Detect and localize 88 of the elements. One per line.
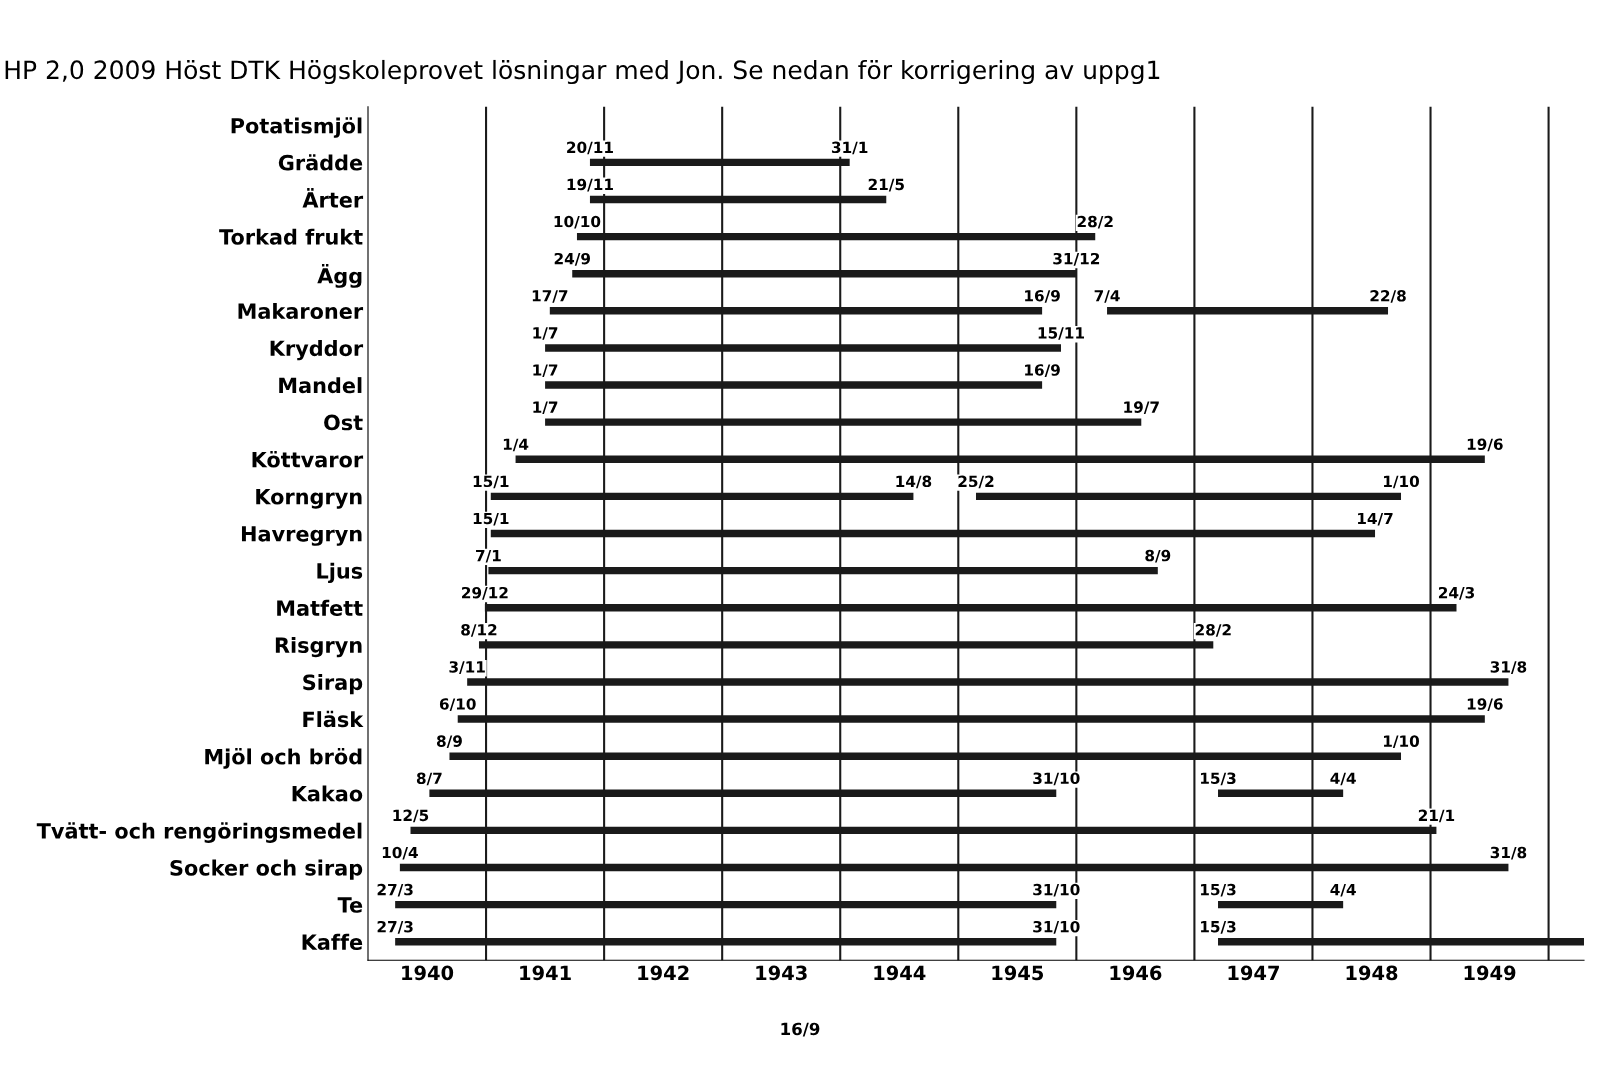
annotation: 15/11: [1038, 327, 1084, 340]
annotation: 1/4: [503, 438, 529, 452]
annotation: 1/10: [1384, 735, 1420, 749]
annotation: 12/5: [393, 809, 429, 823]
annotation: 14/8: [896, 475, 932, 489]
annotation: 20/11: [567, 141, 613, 155]
y-tick-label: Ost: [324, 414, 363, 431]
annotation: 8/9: [436, 735, 462, 749]
annotation: 21/5: [868, 178, 904, 192]
x-tick-label: 1941: [520, 965, 571, 981]
x-tick-label: 1946: [1110, 965, 1162, 981]
x-tick-label: 1945: [992, 965, 1044, 981]
x-tick-label: 1944: [874, 965, 926, 981]
annotation: 24/3: [1438, 586, 1475, 600]
annotation: 19/6: [1467, 438, 1503, 452]
annotation: 31/10: [1033, 883, 1080, 897]
y-tick-label: Potatismjöl: [231, 117, 362, 138]
annotation: 27/3: [377, 920, 413, 934]
annotation: 28/2: [1077, 215, 1113, 229]
y-tick-label: Mandel: [279, 377, 362, 394]
annotation: 4/4: [1330, 884, 1356, 897]
annotation: 28/2: [1195, 624, 1231, 637]
x-tick-label: 1940: [402, 965, 454, 981]
annotation: 1/7: [533, 364, 558, 377]
annotation: 25/2: [958, 475, 994, 489]
annotation: 15/1: [473, 512, 509, 526]
y-tick-label: Korngryn: [256, 489, 362, 509]
annotation: 10/10: [554, 215, 601, 229]
annotation: 14/7: [1358, 512, 1393, 526]
y-tick-label: Sirap: [303, 674, 363, 695]
x-tick-label: 1949: [1464, 965, 1516, 981]
annotation: 1/7: [533, 401, 558, 415]
annotation: 31/10: [1033, 920, 1080, 934]
annotation: 31/12: [1053, 252, 1100, 266]
annotation: 6/10: [439, 698, 476, 711]
y-tick-label: Havregryn: [241, 526, 362, 546]
annotation: 21/1: [1418, 809, 1455, 823]
annotation: 3/11: [449, 661, 485, 674]
annotation: 15/3: [1201, 920, 1236, 934]
annotation: 1/10: [1384, 475, 1420, 489]
annotation: 22/8: [1370, 290, 1406, 303]
annotation: 24/9: [554, 252, 590, 266]
text: 16/9: [781, 1022, 820, 1037]
y-tick-label: Torkad frukt: [219, 228, 363, 245]
annotation: 16/9: [1025, 290, 1060, 303]
annotation: 8/12: [461, 624, 497, 637]
chart-title: HP 2,0 2009 Höst DTK Högskoleprovet lösningar med Jon. Se nedan för korrigering av uppg1: [5, 59, 1160, 85]
annotation: 16/9: [1025, 364, 1060, 377]
y-tick-label: Ärter: [302, 188, 364, 208]
annotation: 19/7: [1124, 401, 1159, 415]
y-tick-label: Ljus: [317, 562, 363, 584]
annotation: 29/12: [462, 586, 508, 600]
y-tick-label: Köttvaror: [252, 451, 364, 468]
y-tick-label: Fläsk: [303, 710, 364, 728]
y-tick-label: Te: [337, 897, 363, 913]
annotation: 7/4: [1094, 290, 1120, 303]
y-tick-label: Tvätt- och rengöringsmedel: [36, 822, 362, 843]
annotation: 8/7: [416, 772, 442, 786]
annotation: 31/8: [1490, 846, 1527, 860]
y-tick-label: Socker och sirap: [170, 859, 363, 880]
annotation: 8/9: [1145, 549, 1171, 563]
y-tick-label: Mjöl och bröd: [205, 748, 362, 769]
x-tick-label: 1948: [1346, 965, 1398, 981]
x-tick-label: 1943: [756, 965, 807, 981]
annotation: 4/4: [1330, 772, 1356, 786]
annotation: 10/4: [382, 846, 418, 860]
y-tick-label: Ägg: [317, 264, 362, 288]
y-tick-label: Matfett: [277, 599, 363, 616]
annotation: 31/8: [1490, 661, 1527, 674]
y-tick-label: Grädde: [278, 154, 363, 171]
annotation: 7/1: [476, 549, 501, 563]
x-tick-label: 1942: [638, 965, 689, 981]
y-tick-label: Kakao: [292, 785, 363, 802]
y-tick-label: Kryddor: [270, 340, 364, 361]
annotation: 17/7: [532, 290, 568, 303]
annotation: 1/7: [533, 327, 558, 340]
x-tick-label: 1947: [1228, 965, 1279, 981]
annotation: 31/1: [831, 141, 868, 155]
y-tick-label: Makaroner: [238, 302, 364, 320]
annotation: 15/3: [1201, 883, 1236, 897]
y-tick-label: Kaffe: [302, 933, 363, 950]
annotation: 19/6: [1467, 698, 1503, 711]
annotation: 31/10: [1033, 772, 1080, 786]
annotation: 19/11: [567, 178, 613, 192]
y-tick-label: Risgryn: [275, 636, 362, 658]
annotation: 27/3: [377, 883, 413, 897]
annotation: 15/1: [473, 475, 509, 489]
annotation: 15/3: [1201, 772, 1236, 786]
